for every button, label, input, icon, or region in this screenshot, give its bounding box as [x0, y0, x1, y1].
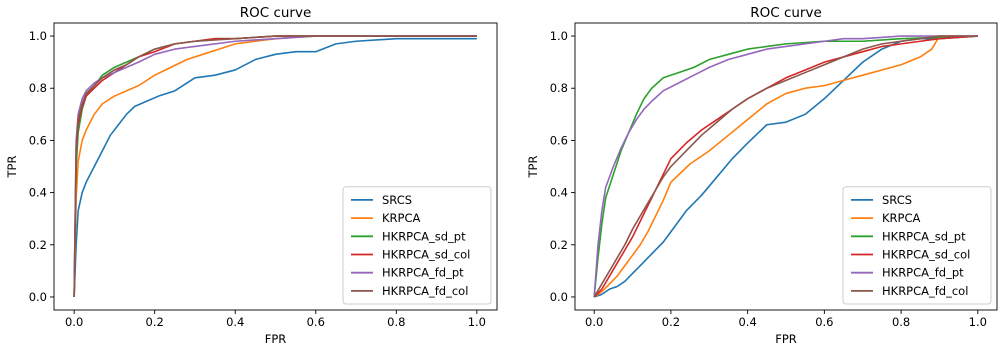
chart-1-legend-box: [842, 186, 992, 305]
chart-1-legend: SRCS KRPCA HKRPCA_sd_pt HKRPCA_sd_col HKRPCA…: [842, 186, 992, 305]
chart-0-legend-label-1: KRPCA: [382, 211, 420, 225]
chart-1-series-line-0: [593, 35, 978, 298]
chart-1-x-tick-label-3: 0.6: [815, 315, 833, 329]
chart-1-y-tick-label-3: 0.6: [550, 133, 568, 147]
chart-0-y-tick-label-1: 0.2: [29, 238, 47, 252]
chart-1-y-tick-label-1: 0.2: [550, 238, 568, 252]
chart-1-series-line-4: [593, 35, 978, 298]
chart-1-x-tick-label-0: 0.0: [585, 315, 603, 329]
chart-1-legend-label-4: HKRPCA_fd_pt: [882, 266, 964, 280]
chart-1-series-line-1: [593, 35, 978, 298]
chart-0-legend-label-3: HKRPCA_sd_col: [382, 248, 470, 262]
chart-0-series-line-4: [73, 35, 477, 297]
chart-0-y-tick-label-3: 0.6: [29, 133, 47, 147]
left-roc-panel: 0.0 0.2 0.4 0.6 0.8 1.0 0.0 0.2 0.4 0.6 0.8 1.0 ROC …: [5, 5, 498, 346]
chart-0-y-tick-label-2: 0.4: [29, 186, 47, 200]
chart-0-series-group: [73, 35, 477, 297]
chart-1-x-tick-label-2: 0.4: [738, 315, 756, 329]
chart-1-y-tick-label-4: 0.8: [550, 81, 568, 95]
chart-0-x-tick-label-1: 0.2: [146, 315, 164, 329]
chart-1-axes-frame: [574, 22, 998, 311]
chart-0-x-tick-label-4: 0.8: [387, 315, 405, 329]
chart-0-x-tick-label-0: 0.0: [65, 315, 83, 329]
chart-1-legend-label-3: HKRPCA_sd_col: [882, 248, 970, 262]
chart-0-y-tick-label-4: 0.8: [29, 81, 47, 95]
chart-1-y-tick-label-5: 1.0: [550, 29, 568, 43]
chart-1-series-group: [593, 35, 978, 298]
chart-0-axes-frame: [53, 22, 498, 311]
chart-1-x-tick-label-1: 0.2: [662, 315, 680, 329]
chart-1-x-tick-label-5: 1.0: [969, 315, 987, 329]
chart-1-legend-label-2: HKRPCA_sd_pt: [882, 229, 966, 243]
right-roc-panel: 0.0 0.2 0.4 0.6 0.8 1.0 0.0 0.2 0.4 0.6 0.8 1.0 ROC …: [526, 5, 998, 346]
chart-1-title: ROC curve: [750, 5, 822, 21]
chart-0-x-axis-label: FPR: [265, 332, 287, 346]
chart-0-title: ROC curve: [240, 5, 312, 21]
chart-0-legend-label-4: HKRPCA_fd_pt: [382, 266, 464, 280]
chart-0-x-tick-label-5: 1.0: [468, 315, 486, 329]
chart-0-series-line-0: [73, 37, 477, 297]
chart-0-legend-label-2: HKRPCA_sd_pt: [382, 229, 466, 243]
chart-1-series-line-5: [593, 35, 978, 298]
chart-0-y-tick-label-5: 1.0: [29, 29, 47, 43]
chart-0-x-tick-label-3: 0.6: [307, 315, 325, 329]
chart-1-legend-label-1: KRPCA: [882, 211, 920, 225]
chart-0-series-line-5: [73, 35, 477, 297]
chart-0-legend-label-5: HKRPCA_fd_col: [382, 284, 468, 298]
chart-1-series-line-3: [593, 35, 978, 298]
chart-0-legend: SRCS KRPCA HKRPCA_sd_pt HKRPCA_sd_col HKRPCA…: [342, 186, 492, 305]
chart-0-x-tick-label-2: 0.4: [226, 315, 244, 329]
chart-1-legend-label-0: SRCS: [882, 193, 912, 207]
chart-0-y-axis-label: TPR: [5, 156, 19, 179]
chart-0-legend-box: [342, 186, 492, 305]
chart-1-y-axis-label: TPR: [526, 156, 540, 179]
chart-1-x-tick-label-4: 0.8: [892, 315, 910, 329]
chart-1-series-line-2: [593, 35, 978, 298]
chart-0-y-tick-label-0: 0.0: [29, 290, 47, 304]
chart-1-y-tick-label-0: 0.0: [550, 290, 568, 304]
chart-1-x-axis-label: FPR: [775, 332, 797, 346]
chart-1-y-tick-label-2: 0.4: [550, 186, 568, 200]
chart-1-legend-label-5: HKRPCA_fd_col: [882, 284, 968, 298]
chart-0-legend-label-0: SRCS: [382, 193, 412, 207]
